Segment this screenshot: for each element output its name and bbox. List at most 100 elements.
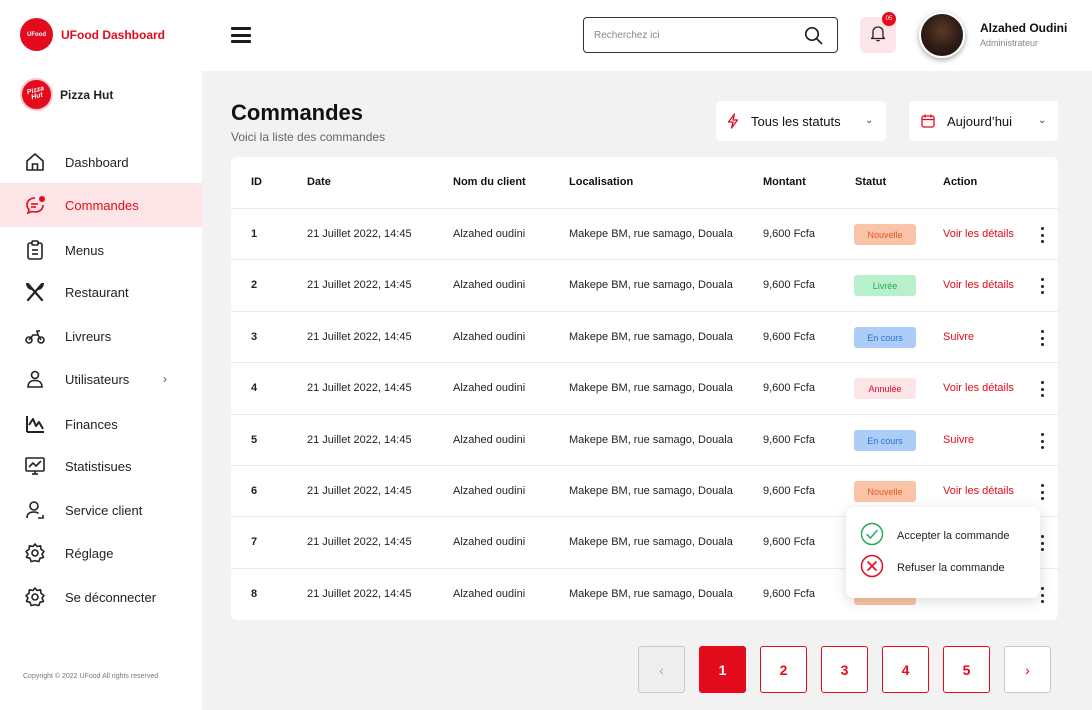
status-filter-dropdown[interactable]: Tous les statuts ⌄: [716, 101, 886, 141]
cell-client: Alzahed oudini: [453, 536, 526, 548]
table-row[interactable]: 2 21 Juillet 2022, 14:45 Alzahed oudini Mak…: [231, 260, 1058, 312]
more-options-icon[interactable]: [1037, 381, 1047, 397]
accept-order-label: Accepter la commande: [897, 530, 1010, 542]
search-box: [583, 17, 838, 53]
cell-client: Alzahed oudini: [453, 485, 526, 497]
prev-page-button[interactable]: ‹: [638, 646, 685, 693]
sidebar-item-menus[interactable]: Menus: [0, 228, 202, 272]
search-icon[interactable]: [804, 26, 823, 50]
refuse-order-option[interactable]: Refuser la commande: [846, 552, 1040, 584]
header-amount: Montant: [763, 176, 806, 188]
table-row[interactable]: 7 21 Juillet 2022, 14:45 Alzahed oudini Mak…: [231, 517, 1058, 569]
kebab-dot: [1040, 394, 1044, 397]
sidebar-item-label: Restaurant: [65, 284, 129, 300]
page-button[interactable]: 2: [760, 646, 807, 693]
cell-client: Alzahed oudini: [453, 434, 526, 446]
notification-badge: 05: [882, 12, 896, 26]
status-filter-value: Tous les statuts: [751, 114, 841, 129]
user-role: Administrateur: [980, 38, 1039, 48]
kebab-dot: [1040, 336, 1044, 340]
cell-amount: 9,600 Fcfa: [763, 279, 815, 291]
more-options-icon[interactable]: [1037, 484, 1047, 500]
page-button[interactable]: 5: [943, 646, 990, 693]
sidebar-item-label: Service client: [65, 502, 143, 518]
monitor-chart-icon: [24, 455, 46, 477]
clipboard-icon: [24, 239, 46, 261]
topbar: 05 Alzahed Oudini Administrateur: [202, 0, 1092, 71]
kebab-dot: [1040, 291, 1044, 294]
cell-id: 6: [251, 485, 258, 497]
sidebar-item-logout[interactable]: Se déconnecter: [0, 575, 202, 619]
sidebar-item-commandes[interactable]: Commandes: [0, 183, 202, 227]
more-options-icon[interactable]: [1037, 330, 1047, 346]
sidebar-item-reglage[interactable]: Réglage: [0, 531, 202, 575]
more-options-icon[interactable]: [1037, 227, 1047, 243]
store-logo-text: Pizza Hut: [26, 85, 45, 102]
chevron-right-icon: ›: [163, 372, 167, 386]
track-order-link[interactable]: Suivre: [943, 331, 975, 343]
sidebar-item-dashboard[interactable]: Dashboard: [0, 140, 202, 184]
next-page-button[interactable]: ›: [1004, 646, 1051, 693]
cell-amount: 9,600 Fcfa: [763, 331, 815, 343]
user-name: Alzahed Oudini: [980, 21, 1068, 35]
scooter-icon: [24, 325, 46, 347]
more-options-icon[interactable]: [1037, 433, 1047, 449]
table-row[interactable]: 1 21 Juillet 2022, 14:45 Alzahed oudini Mak…: [231, 209, 1058, 260]
sidebar-item-label: Finances: [65, 416, 118, 432]
search-input[interactable]: [594, 29, 794, 41]
view-details-link[interactable]: Voir les détails: [943, 279, 1014, 291]
cell-amount: 9,600 Fcfa: [763, 588, 815, 600]
sidebar-item-service-client[interactable]: Service client: [0, 488, 202, 532]
track-order-link[interactable]: Suivre: [943, 434, 975, 446]
hamburger-line: [231, 40, 251, 43]
cell-date: 21 Juillet 2022, 14:45: [307, 434, 412, 446]
cell-location: Makepe BM, rue samago, Douala: [569, 382, 733, 394]
accept-order-option[interactable]: Accepter la commande: [846, 520, 1040, 552]
sidebar-item-statistiques[interactable]: Statistisues: [0, 444, 202, 488]
brand[interactable]: UFood UFood Dashboard: [20, 18, 165, 51]
sidebar-item-label: Se déconnecter: [65, 589, 157, 605]
page-button[interactable]: 3: [821, 646, 868, 693]
cell-date: 21 Juillet 2022, 14:45: [307, 588, 412, 600]
sidebar-item-restaurant[interactable]: Restaurant: [0, 270, 202, 314]
kebab-dot: [1040, 600, 1044, 603]
date-filter-dropdown[interactable]: Aujourd’hui ⌄: [909, 101, 1058, 141]
sidebar-item-label: Réglage: [65, 545, 114, 561]
more-options-icon[interactable]: [1037, 535, 1047, 551]
table-row[interactable]: 6 21 Juillet 2022, 14:45 Alzahed oudini Mak…: [231, 466, 1058, 517]
more-options-icon[interactable]: [1037, 587, 1047, 603]
store-selector[interactable]: Pizza Hut Pizza Hut: [20, 78, 113, 111]
status-badge: Annulée: [854, 378, 916, 399]
sidebar-item-utilisateurs[interactable]: Utilisateurs ›: [0, 357, 202, 401]
kebab-dot: [1040, 541, 1044, 545]
kebab-dot: [1040, 497, 1044, 500]
store-name: Pizza Hut: [60, 87, 114, 102]
cell-id: 1: [251, 228, 258, 240]
view-details-link[interactable]: Voir les détails: [943, 382, 1014, 394]
cell-location: Makepe BM, rue samago, Douala: [569, 228, 733, 240]
home-icon: [24, 151, 46, 173]
more-options-icon[interactable]: [1037, 278, 1047, 294]
cell-amount: 9,600 Fcfa: [763, 382, 815, 394]
page-button[interactable]: 1: [699, 646, 746, 693]
sidebar-item-finances[interactable]: Finances: [0, 402, 202, 446]
menu-toggle-button[interactable]: [231, 27, 251, 43]
table-row[interactable]: 4 21 Juillet 2022, 14:45 Alzahed oudini Mak…: [231, 363, 1058, 415]
cell-amount: 9,600 Fcfa: [763, 228, 815, 240]
page-button[interactable]: 4: [882, 646, 929, 693]
view-details-link[interactable]: Voir les détails: [943, 485, 1014, 497]
header-date: Date: [307, 176, 331, 188]
table-row[interactable]: 3 21 Juillet 2022, 14:45 Alzahed oudini Mak…: [231, 312, 1058, 363]
cell-id: 3: [251, 331, 258, 343]
cell-id: 5: [251, 434, 258, 446]
table-row[interactable]: 5 21 Juillet 2022, 14:45 Alzahed oudini Mak…: [231, 415, 1058, 466]
cell-location: Makepe BM, rue samago, Douala: [569, 588, 733, 600]
notifications-button[interactable]: 05: [860, 12, 896, 53]
view-details-link[interactable]: Voir les détails: [943, 228, 1014, 240]
cell-amount: 9,600 Fcfa: [763, 485, 815, 497]
avatar[interactable]: [919, 12, 965, 58]
sidebar-item-livreurs[interactable]: Livreurs: [0, 314, 202, 358]
kebab-dot: [1040, 240, 1044, 243]
cell-location: Makepe BM, rue samago, Douala: [569, 331, 733, 343]
page-subtitle: Voici la liste des commandes: [231, 130, 386, 144]
